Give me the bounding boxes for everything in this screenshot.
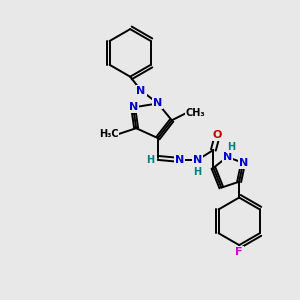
Text: N: N (128, 102, 138, 112)
Text: N: N (175, 155, 184, 165)
Text: N: N (193, 155, 202, 165)
Text: CH₃: CH₃ (186, 108, 205, 118)
Text: N: N (223, 152, 232, 162)
Text: N: N (238, 158, 248, 168)
Text: H₃C: H₃C (99, 129, 118, 139)
Text: O: O (213, 130, 222, 140)
Text: H: H (194, 167, 202, 177)
Text: N: N (153, 98, 163, 108)
Text: H: H (227, 142, 235, 152)
Text: H: H (146, 155, 154, 165)
Text: F: F (236, 247, 243, 257)
Text: N: N (136, 85, 146, 96)
